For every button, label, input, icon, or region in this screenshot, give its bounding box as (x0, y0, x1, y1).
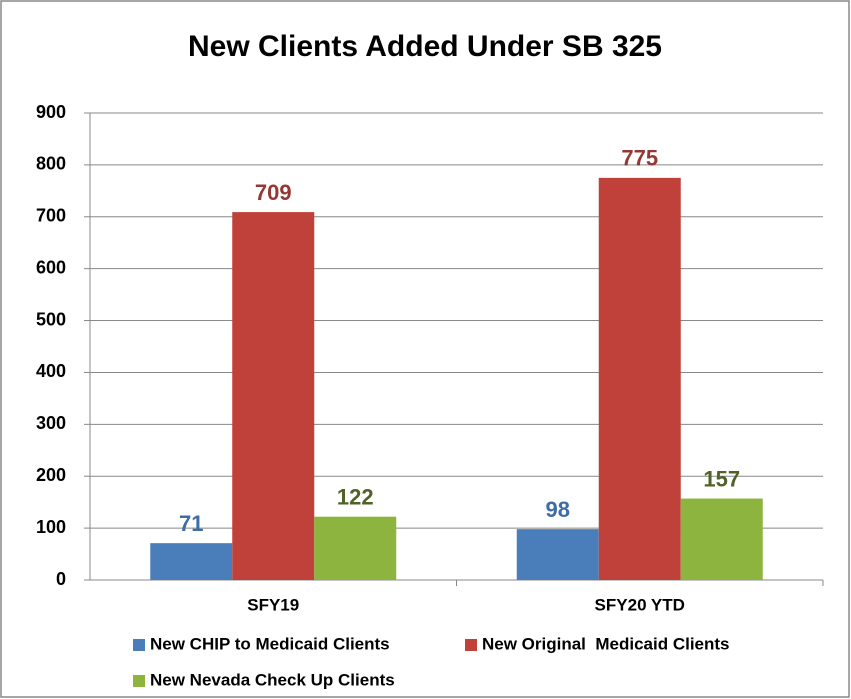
legend-label: New Nevada Check Up Clients (150, 670, 395, 689)
data-label: 98 (546, 497, 570, 522)
y-tick-label: 800 (36, 154, 66, 174)
chart-title: New Clients Added Under SB 325 (188, 30, 662, 63)
y-tick-label: 900 (36, 102, 66, 122)
y-tick-label: 100 (36, 517, 66, 537)
x-tick-label: SFY20 YTD (595, 595, 685, 614)
bar (314, 516, 397, 580)
bar (232, 212, 315, 580)
legend-label: New CHIP to Medicaid Clients (150, 634, 390, 653)
legend-label: New Original Medicaid Clients (482, 634, 730, 653)
bar (150, 543, 233, 580)
bar (680, 498, 763, 580)
legend-swatch (133, 675, 145, 687)
legend-swatch (465, 639, 477, 651)
data-label: 71 (179, 511, 203, 536)
y-tick-label: 500 (36, 309, 66, 329)
data-label: 709 (255, 180, 292, 205)
x-tick-label: SFY19 (247, 595, 299, 614)
bar (598, 177, 681, 580)
y-tick-label: 400 (36, 361, 66, 381)
bar (516, 529, 599, 580)
data-label: 157 (703, 466, 740, 491)
y-tick-label: 700 (36, 206, 66, 226)
y-tick-label: 0 (56, 569, 66, 589)
y-tick-label: 300 (36, 413, 66, 433)
data-label: 122 (337, 485, 374, 510)
y-tick-label: 200 (36, 465, 66, 485)
y-tick-label: 600 (36, 257, 66, 277)
data-label: 775 (621, 146, 658, 171)
legend-swatch (133, 639, 145, 651)
